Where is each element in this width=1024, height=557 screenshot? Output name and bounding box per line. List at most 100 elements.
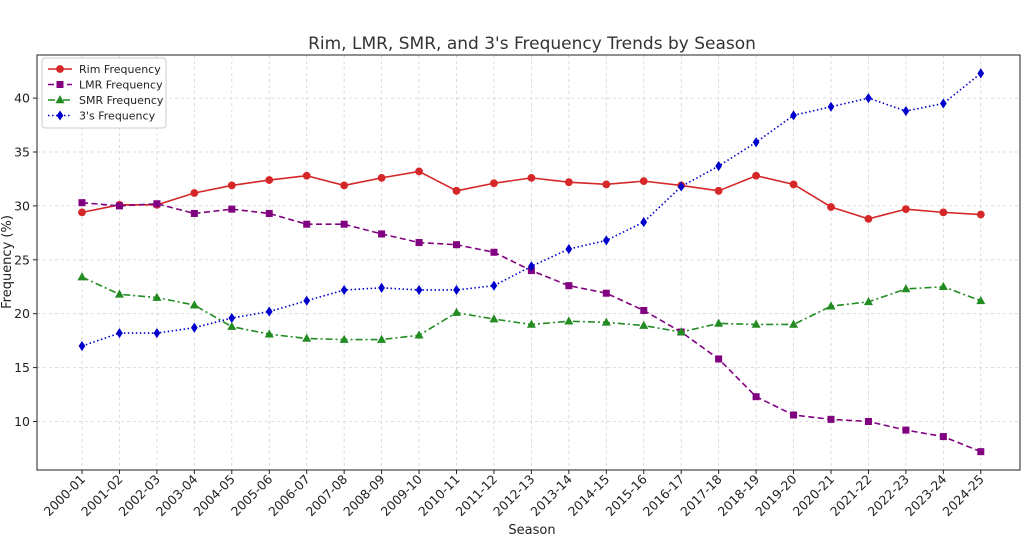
data-point <box>564 316 574 325</box>
data-point <box>902 106 910 117</box>
data-point <box>827 101 835 112</box>
data-point <box>114 289 124 298</box>
data-point <box>340 284 348 296</box>
data-point <box>414 330 424 339</box>
data-point <box>190 209 198 217</box>
data-point <box>977 448 985 456</box>
data-point <box>976 295 986 305</box>
data-point <box>864 417 872 425</box>
data-point <box>265 176 274 184</box>
data-point <box>939 98 947 109</box>
legend-marker <box>56 110 64 121</box>
data-point <box>601 317 611 326</box>
data-point <box>902 426 910 434</box>
data-point <box>564 178 573 187</box>
data-point <box>865 93 872 104</box>
legend-marker <box>56 81 64 89</box>
data-point <box>152 292 162 301</box>
legend-marker <box>55 95 65 104</box>
y-axis: 10 15 20 25 30 35 40 <box>14 91 37 429</box>
series-rim-frequency <box>78 167 985 223</box>
data-point <box>377 173 386 182</box>
data-point <box>77 272 87 281</box>
data-point <box>752 137 760 148</box>
data-point <box>639 177 648 186</box>
data-point <box>752 171 760 180</box>
data-point <box>677 181 685 192</box>
data-point <box>976 210 985 219</box>
data-point <box>153 328 161 339</box>
data-point <box>265 306 273 317</box>
data-point <box>78 199 86 207</box>
data-point <box>227 181 236 190</box>
data-point <box>339 334 349 343</box>
data-point <box>902 205 910 214</box>
series-line-3-s-frequency <box>81 72 982 347</box>
data-point <box>265 209 273 217</box>
data-point <box>153 200 161 208</box>
series-smr-frequency <box>77 272 986 343</box>
grid <box>37 55 1020 470</box>
data-point <box>115 202 123 210</box>
data-point <box>302 171 311 180</box>
data-point <box>489 314 499 323</box>
legend-label: Rim Frequency <box>79 63 161 76</box>
legend-marker <box>56 65 64 73</box>
data-point <box>939 433 947 441</box>
data-point <box>340 220 348 228</box>
data-point <box>938 281 948 291</box>
y-tick-label: 40 <box>14 91 30 106</box>
legend-entry-lmr-frequency: LMR Frequency <box>48 79 163 92</box>
data-point <box>116 328 123 339</box>
legend-label: SMR Frequency <box>79 94 164 107</box>
legend-box <box>41 57 167 129</box>
data-point <box>714 318 724 327</box>
legend-entry-rim-frequency: Rim Frequency <box>48 63 161 76</box>
data-point <box>827 203 835 211</box>
x-axis: 2000-012001-022002-032003-042004-052005-… <box>41 470 987 519</box>
series-3-s-frequency <box>78 68 985 352</box>
data-point <box>640 306 648 314</box>
data-point <box>377 334 387 343</box>
data-point <box>303 295 311 306</box>
x-tick-label: 2024-25 <box>939 472 987 520</box>
y-axis-label: Frequency (%) <box>0 215 15 309</box>
data-point <box>378 230 386 238</box>
data-point <box>789 180 798 189</box>
plot-area <box>36 54 1021 471</box>
data-point <box>303 220 311 228</box>
data-point <box>790 110 797 121</box>
data-point <box>264 329 274 338</box>
data-point <box>451 307 462 316</box>
y-tick-label: 15 <box>14 360 30 375</box>
data-point <box>714 186 723 195</box>
y-tick-label: 25 <box>14 252 30 267</box>
chart-title: Rim, LMR, SMR, and 3's Frequency Trends … <box>308 34 756 54</box>
data-point <box>378 282 385 293</box>
data-point <box>864 214 873 223</box>
data-point <box>415 284 423 296</box>
data-point <box>863 297 873 306</box>
data-point <box>602 289 610 297</box>
data-point <box>452 186 461 195</box>
data-point <box>676 327 686 336</box>
data-point <box>901 284 911 293</box>
data-point <box>228 205 236 213</box>
data-point <box>939 208 948 217</box>
data-point <box>565 282 573 290</box>
data-point <box>453 284 460 296</box>
data-point <box>302 333 312 342</box>
data-point <box>452 241 460 249</box>
y-tick-label: 20 <box>14 306 30 321</box>
data-point <box>639 320 649 329</box>
data-point <box>602 180 611 189</box>
x-axis-label: Season <box>508 523 555 538</box>
data-point <box>565 243 573 255</box>
y-tick-label: 35 <box>14 145 30 160</box>
data-point <box>78 208 86 217</box>
legend-entry-3-s-frequency: 3's Frequency <box>48 110 156 123</box>
data-point <box>526 319 536 328</box>
data-point <box>415 167 423 176</box>
data-point <box>228 312 236 324</box>
